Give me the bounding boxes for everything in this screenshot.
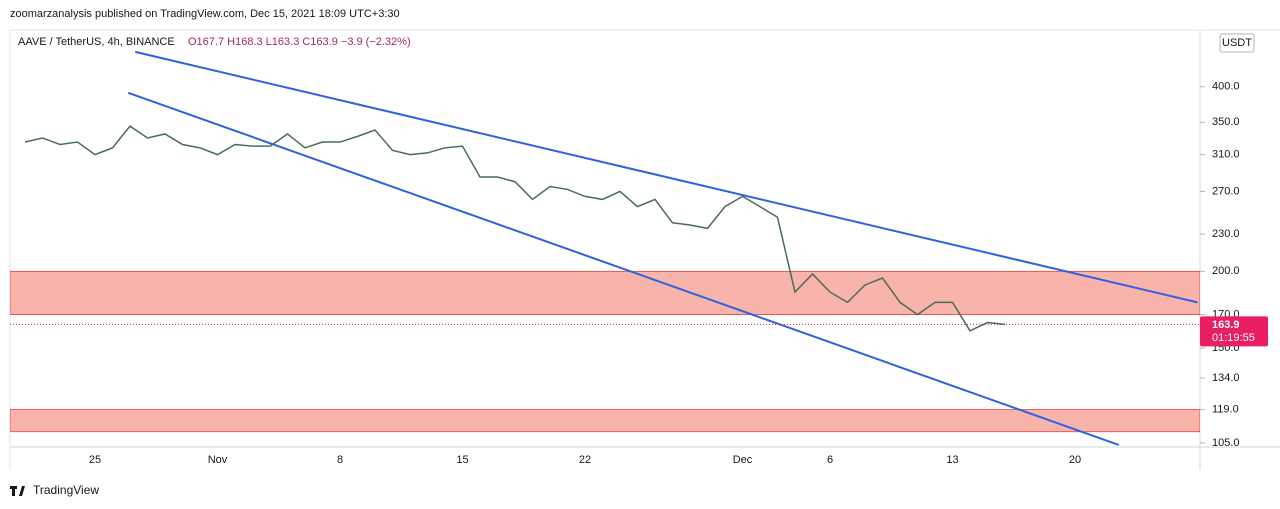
x-tick-label: 13 (946, 454, 958, 466)
currency-label: USDT (1222, 37, 1252, 49)
zone (10, 270, 1200, 316)
x-tick-label: 25 (89, 454, 101, 466)
publisher-line: zoomarzanalysis published on TradingView… (10, 8, 400, 20)
y-tick-label: 400.0 (1212, 81, 1240, 93)
x-tick-label: 6 (827, 454, 833, 466)
x-tick-label: 22 (579, 454, 591, 466)
trend-line (135, 50, 1198, 304)
ohlc-info: O167.7 H168.3 L163.3 C163.9 −3.9 (−2.32%… (188, 36, 411, 48)
plot-area (10, 50, 1200, 446)
logo (10, 486, 25, 496)
price-line (24, 125, 1006, 332)
x-tick-label: 15 (456, 454, 468, 466)
y-tick-label: 200.0 (1212, 265, 1240, 277)
last-price-badge (1200, 316, 1268, 347)
last-price-label: 163.9 (1212, 319, 1240, 331)
y-tick-label: 134.0 (1212, 372, 1240, 384)
trend-line (127, 91, 1120, 446)
currency-badge[interactable] (1219, 33, 1255, 53)
x-tick-label: 20 (1069, 454, 1081, 466)
footer-brand: TradingView (33, 483, 99, 497)
y-tick-label: 310.0 (1212, 149, 1240, 161)
x-tick-label: Dec (733, 454, 753, 466)
y-tick-label: 230.0 (1212, 228, 1240, 240)
countdown-label: 01:19:55 (1212, 332, 1255, 344)
y-tick-label: 105.0 (1212, 437, 1240, 449)
y-tick-label: 350.0 (1212, 116, 1240, 128)
x-tick-label: Nov (208, 454, 228, 466)
y-tick-label: 270.0 (1212, 185, 1240, 197)
x-tick-label: 8 (337, 454, 343, 466)
symbol-info: AAVE / TetherUS, 4h, BINANCE (18, 36, 175, 48)
y-tick-label: 119.0 (1212, 403, 1239, 415)
zone (10, 409, 1200, 433)
